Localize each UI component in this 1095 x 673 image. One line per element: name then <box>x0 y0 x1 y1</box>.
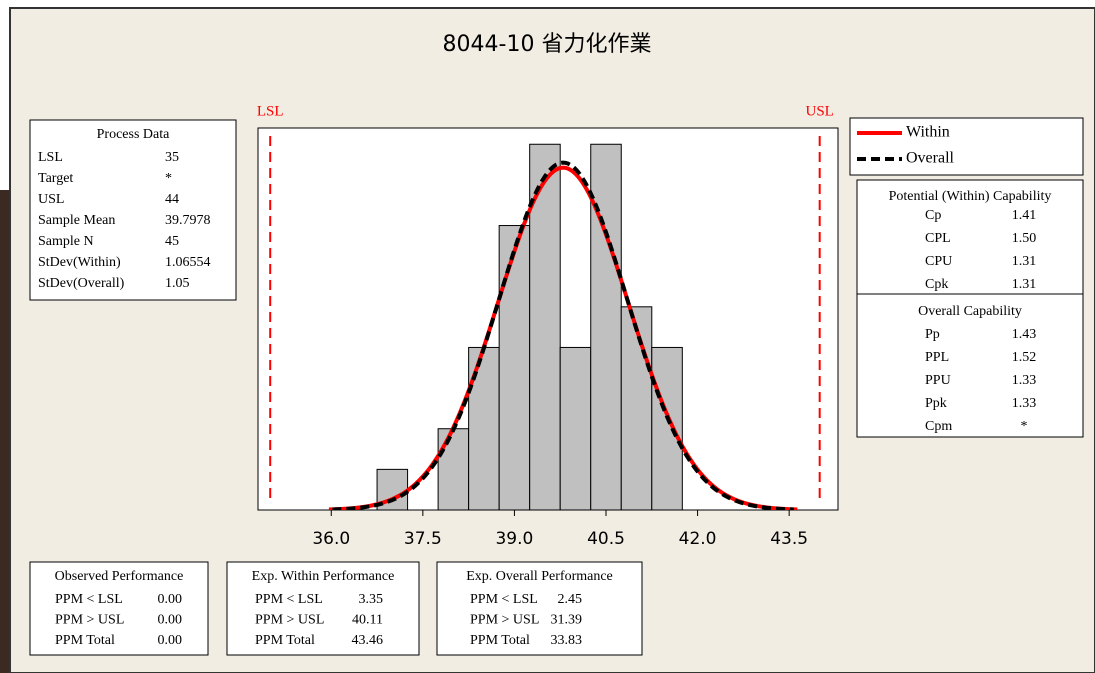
row-label: USL <box>38 192 64 207</box>
row-value: 1.06554 <box>165 255 211 270</box>
row-label: PPM < LSL <box>55 592 123 607</box>
row-value: 2.45 <box>558 592 583 607</box>
row-value: 33.83 <box>551 633 583 648</box>
row-label: LSL <box>38 150 63 165</box>
row-label: Pp <box>925 327 940 342</box>
row-label: PPM > USL <box>55 613 124 628</box>
legend-label: Within <box>906 124 950 141</box>
x-tick-label: 43.5 <box>770 529 808 549</box>
row-value: * <box>1021 419 1028 434</box>
row-value: 35 <box>165 150 179 165</box>
x-tick-label: 39.0 <box>495 529 533 549</box>
table-title: Overall Capability <box>918 304 1022 319</box>
bar <box>560 347 591 510</box>
row-value: 1.05 <box>165 276 190 291</box>
row-label: PPM > USL <box>255 613 324 628</box>
row-value: 1.31 <box>1012 277 1037 292</box>
row-label: PPU <box>925 373 951 388</box>
process-data-box <box>30 120 236 300</box>
row-value: 1.41 <box>1012 208 1037 223</box>
legend-box <box>850 118 1083 175</box>
row-value: 44 <box>165 192 179 207</box>
row-value: 1.33 <box>1012 373 1037 388</box>
row-value: 1.43 <box>1012 327 1037 342</box>
row-value: 1.33 <box>1012 396 1037 411</box>
row-label: Cpk <box>925 277 948 292</box>
row-value: 1.31 <box>1012 254 1037 269</box>
spec-label: LSL <box>257 103 284 119</box>
row-value: 31.39 <box>551 613 583 628</box>
row-label: PPM < LSL <box>255 592 323 607</box>
chart-title: 8044-10 省力化作業 <box>443 32 652 57</box>
x-tick-label: 40.5 <box>587 529 625 549</box>
row-value: 39.7978 <box>165 213 211 228</box>
row-label: PPL <box>925 350 949 365</box>
row-value: 40.11 <box>352 613 383 628</box>
x-tick-label: 42.0 <box>679 529 717 549</box>
table-title: Observed Performance <box>55 569 184 584</box>
row-label: Target <box>38 171 73 186</box>
row-value: 45 <box>165 234 179 249</box>
row-value: 0.00 <box>158 633 183 648</box>
row-label: Cpm <box>925 419 952 434</box>
bar <box>652 347 683 510</box>
table-title: Exp. Overall Performance <box>466 569 613 584</box>
bar <box>591 144 622 510</box>
row-label: CPU <box>925 254 952 269</box>
row-label: PPM < LSL <box>470 592 538 607</box>
row-label: Cp <box>925 208 941 223</box>
row-label: PPM > USL <box>470 613 539 628</box>
row-label: StDev(Overall) <box>38 276 125 291</box>
row-value: 3.35 <box>359 592 384 607</box>
bar <box>499 226 530 510</box>
table-title: Exp. Within Performance <box>252 569 395 584</box>
table-title: Potential (Within) Capability <box>889 189 1052 204</box>
table-title: Process Data <box>97 127 170 142</box>
row-value: * <box>165 171 172 186</box>
legend-label: Overall <box>906 150 955 167</box>
row-label: CPL <box>925 231 951 246</box>
row-value: 43.46 <box>352 633 384 648</box>
row-label: Sample Mean <box>38 213 115 228</box>
row-label: Ppk <box>925 396 947 411</box>
row-value: 1.52 <box>1012 350 1037 365</box>
background-photo <box>0 190 10 673</box>
row-value: 1.50 <box>1012 231 1037 246</box>
row-value: 0.00 <box>158 613 183 628</box>
bar <box>438 429 469 510</box>
bar <box>469 347 500 510</box>
row-label: PPM Total <box>255 633 315 648</box>
row-value: 0.00 <box>158 592 183 607</box>
row-label: StDev(Within) <box>38 255 121 270</box>
x-tick-label: 36.0 <box>312 529 350 549</box>
spec-label: USL <box>806 103 834 119</box>
row-label: Sample N <box>38 234 94 249</box>
row-label: PPM Total <box>470 633 530 648</box>
row-label: PPM Total <box>55 633 115 648</box>
x-tick-label: 37.5 <box>404 529 442 549</box>
bar <box>621 307 652 510</box>
capability-report: 8044-10 省力化作業 36.0 37.5 39.0 40.5 42.0 43.5 LS… <box>0 0 1095 673</box>
